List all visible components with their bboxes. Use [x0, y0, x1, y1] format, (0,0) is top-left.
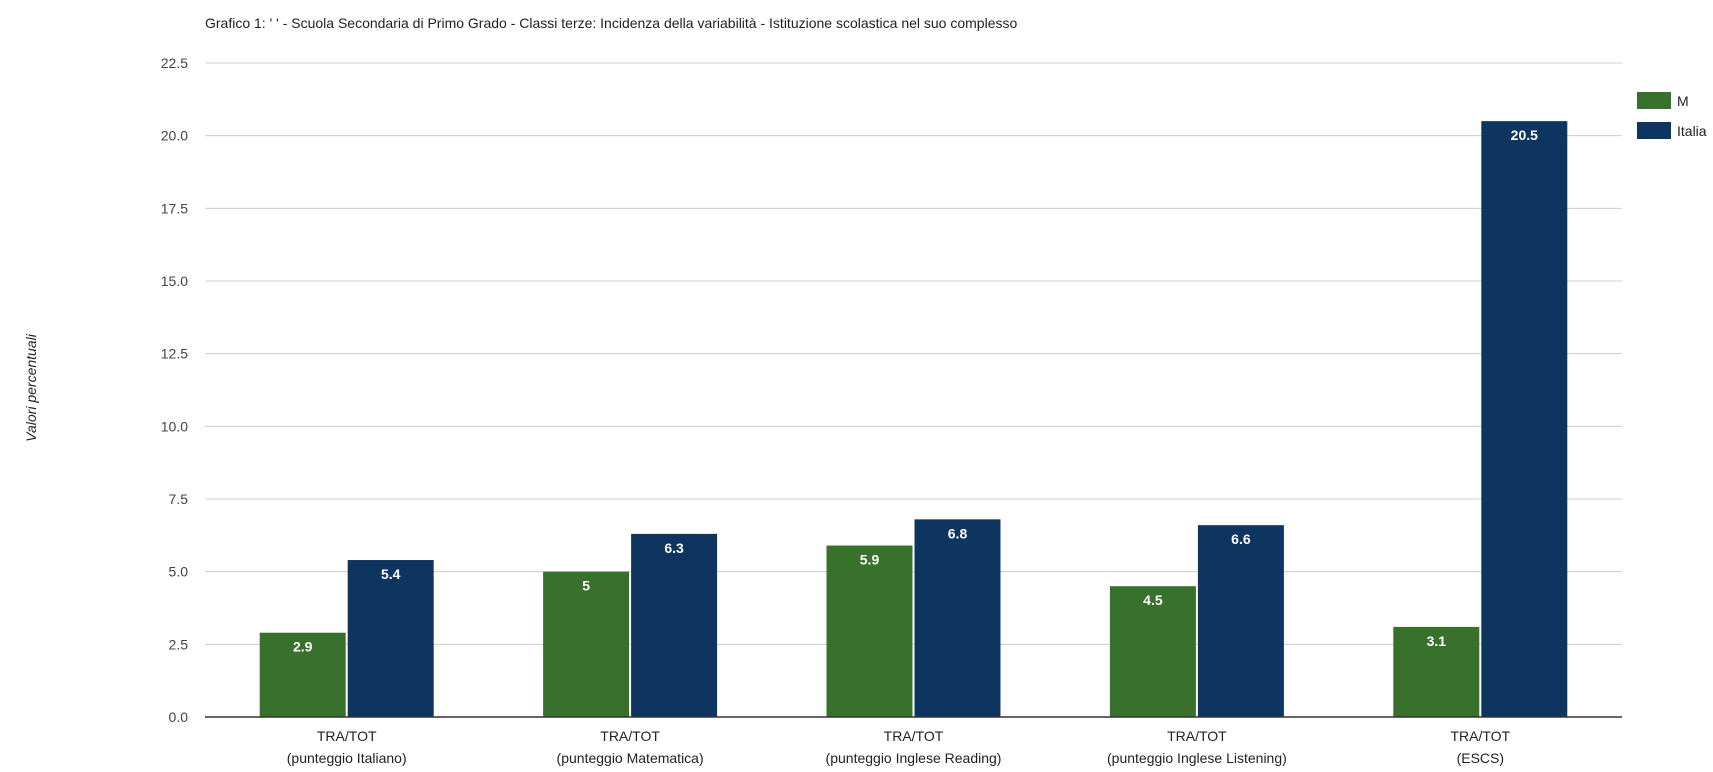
y-tick-label: 7.5 [169, 491, 189, 507]
bar-data-label: 20.5 [1511, 127, 1538, 143]
bar-italia-3 [914, 519, 1001, 717]
bar-italia-4 [1197, 525, 1284, 717]
bar-italia-1 [347, 560, 434, 717]
bars: 2.9 5.4 5 6.3 5.9 6.8 4.5 6.6 3.1 20.5 [259, 121, 1568, 718]
bar-m-4 [1109, 586, 1196, 717]
bar-data-label: 3.1 [1427, 633, 1447, 649]
gridlines [205, 62, 1622, 645]
x-category-label: TRA/TOT [317, 728, 377, 744]
bar-m-1 [259, 632, 346, 717]
bar-italia-5 [1481, 121, 1568, 718]
bar-data-label: 5.9 [860, 552, 880, 568]
chart-title: Grafico 1: ' ' - Scuola Secondaria di Pr… [205, 15, 1017, 31]
y-tick-label: 5.0 [169, 564, 189, 580]
bar-data-label: 5 [582, 578, 590, 594]
bar-data-label: 6.3 [664, 540, 684, 556]
legend-swatch [1637, 122, 1671, 139]
y-tick-label: 2.5 [169, 636, 189, 652]
bar-data-label: 4.5 [1143, 592, 1163, 608]
legend-swatch [1637, 92, 1671, 109]
x-category-label: TRA/TOT [1450, 728, 1510, 744]
x-category-label: (punteggio Italiano) [287, 750, 407, 766]
y-tick-label: 0.0 [169, 709, 189, 725]
y-tick-label: 17.5 [161, 200, 188, 216]
legend-label: Italia [1677, 123, 1707, 139]
bar-italia-2 [631, 533, 718, 717]
bar-data-label: 6.6 [1231, 531, 1251, 547]
bar-data-label: 5.4 [381, 566, 401, 582]
bar-m-5 [1393, 626, 1480, 717]
x-category-label: (punteggio Inglese Reading) [826, 750, 1002, 766]
x-category-label: (ESCS) [1457, 750, 1504, 766]
y-tick-label: 10.0 [161, 418, 188, 434]
y-tick-label: 22.5 [161, 55, 188, 71]
legend-label: M [1677, 93, 1689, 109]
bar-m-3 [826, 545, 913, 717]
y-tick-label: 15.0 [161, 273, 188, 289]
x-category-label: TRA/TOT [884, 728, 944, 744]
bar-m-2 [543, 571, 630, 717]
bar-data-label: 6.8 [948, 525, 968, 541]
y-axis-ticks: 0.0 2.5 5.0 7.5 10.0 12.5 15.0 17.5 20.0 22.5 [161, 55, 188, 725]
x-category-label: (punteggio Matematica) [557, 750, 704, 766]
x-category-label: TRA/TOT [600, 728, 660, 744]
x-axis-categories: TRA/TOT (punteggio Italiano) TRA/TOT (punte… [287, 728, 1511, 766]
y-axis-title: Valori percentuali [23, 333, 39, 442]
y-tick-label: 20.0 [161, 128, 188, 144]
y-tick-label: 12.5 [161, 346, 188, 362]
x-category-label: (punteggio Inglese Listening) [1107, 750, 1287, 766]
legend: M Italia [1637, 92, 1707, 139]
bar-data-label: 2.9 [293, 639, 313, 655]
x-category-label: TRA/TOT [1167, 728, 1227, 744]
